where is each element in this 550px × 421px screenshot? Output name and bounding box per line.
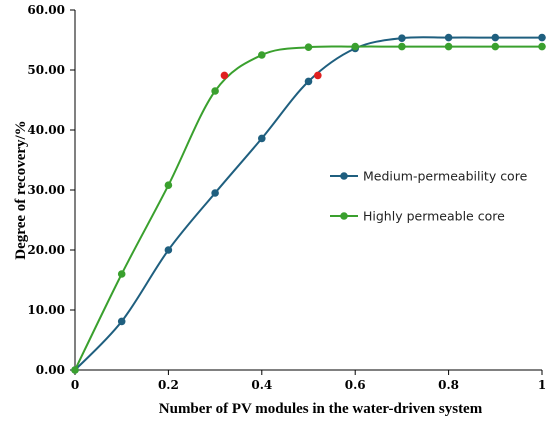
y-tick-label: 30.00 <box>27 183 65 197</box>
highlight-point <box>220 71 229 80</box>
data-point <box>351 42 360 51</box>
data-point <box>211 189 219 197</box>
data-point <box>304 77 313 86</box>
data-point <box>491 33 500 42</box>
data-point <box>211 87 219 95</box>
legend-item-1: Highly permeable core <box>330 209 505 224</box>
series-line <box>74 45 542 371</box>
legend-marker <box>340 212 348 220</box>
data-point <box>398 42 406 51</box>
legend-label: Medium-permeability core <box>363 169 528 184</box>
series-1 <box>71 42 546 374</box>
data-point <box>164 246 173 254</box>
data-point <box>491 42 500 51</box>
x-tick-label: 0.8 <box>438 378 459 392</box>
axes: 0.00 10.00 20.00 30.00 40.00 50.00 60.00 0 0.2 0.… <box>27 3 546 392</box>
data-point <box>71 366 79 374</box>
data-point <box>444 42 453 51</box>
data-point <box>164 181 173 189</box>
y-tick-label: 20.00 <box>27 243 65 257</box>
data-point <box>398 34 406 42</box>
y-tick-label: 40.00 <box>27 123 65 137</box>
x-tick-label: 0 <box>71 378 79 392</box>
data-point <box>538 33 546 42</box>
x-tick-label: 0.6 <box>345 378 366 392</box>
x-axis-title: Number of PV modules in the water-driven… <box>159 401 483 417</box>
x-tick-label: 0.2 <box>158 378 179 392</box>
series-line <box>74 36 542 371</box>
data-point <box>538 42 546 51</box>
legend: Medium-permeability core Highly permeable… <box>330 169 528 224</box>
y-axis-title: Degree of recovery/% <box>13 120 29 259</box>
legend-item-0: Medium-permeability core <box>330 169 528 184</box>
data-point <box>258 134 266 143</box>
x-tick-label: 0.4 <box>251 378 272 392</box>
y-tick-label: 60.00 <box>27 3 65 17</box>
data-point <box>117 270 126 278</box>
series-0 <box>71 33 546 374</box>
highlight-point <box>314 71 322 80</box>
y-tick-label: 10.00 <box>27 303 65 317</box>
legend-label: Highly permeable core <box>363 209 505 224</box>
series-layer <box>71 33 546 374</box>
data-point <box>117 317 126 326</box>
legend-marker <box>340 172 348 180</box>
data-point <box>258 51 266 59</box>
data-point <box>444 33 453 42</box>
y-tick-label: 50.00 <box>27 63 65 77</box>
data-point <box>304 43 313 51</box>
x-tick-label: 1 <box>538 378 546 392</box>
y-tick-label: 0.00 <box>36 363 65 377</box>
